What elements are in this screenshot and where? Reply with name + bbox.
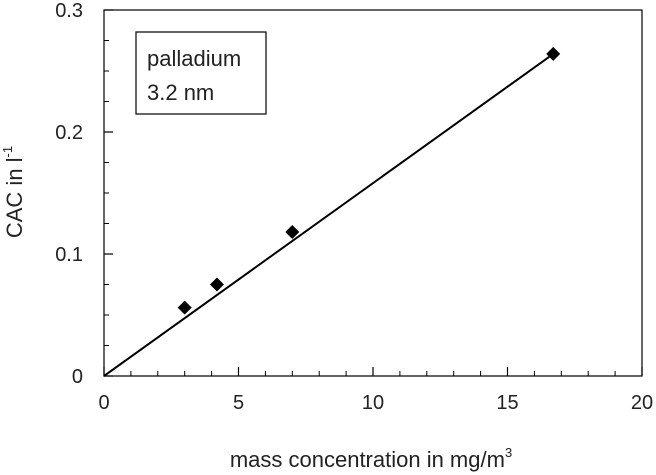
y-tick-label: 0.1	[55, 244, 83, 266]
legend-box: palladium 3.2 nm	[135, 31, 267, 115]
x-tick-label: 5	[233, 392, 244, 414]
x-axis-title-text: mass concentration in mg/m	[230, 447, 505, 472]
tick-labels: 0 5 10 15 20 0 0.1 0.2 0.3	[55, 0, 653, 414]
fit-line	[103, 53, 554, 377]
x-tick-label: 20	[631, 392, 653, 414]
x-tick-label: 10	[362, 392, 384, 414]
data-point	[209, 277, 224, 292]
x-tick-label: 15	[496, 392, 518, 414]
fit-line-group	[103, 53, 554, 377]
y-axis-title: CAC in l-1	[0, 146, 27, 238]
legend-line-2: 3.2 nm	[147, 80, 214, 105]
data-points	[177, 46, 561, 315]
y-axis-title-sup: -1	[0, 146, 15, 158]
x-tick-label: 0	[98, 392, 109, 414]
legend-frame	[135, 31, 267, 115]
x-axis-title: mass concentration in mg/m3	[230, 445, 512, 472]
data-point	[285, 225, 300, 240]
data-point	[546, 46, 561, 61]
y-tick-label: 0.3	[55, 0, 83, 22]
y-tick-label: 0	[72, 366, 83, 388]
legend-line-1: palladium	[147, 46, 241, 71]
x-axis-title-sup: 3	[505, 445, 512, 460]
data-point	[177, 300, 192, 315]
y-axis-title-text: CAC in l	[2, 157, 27, 238]
y-tick-label: 0.2	[55, 122, 83, 144]
major-ticks	[103, 9, 643, 377]
